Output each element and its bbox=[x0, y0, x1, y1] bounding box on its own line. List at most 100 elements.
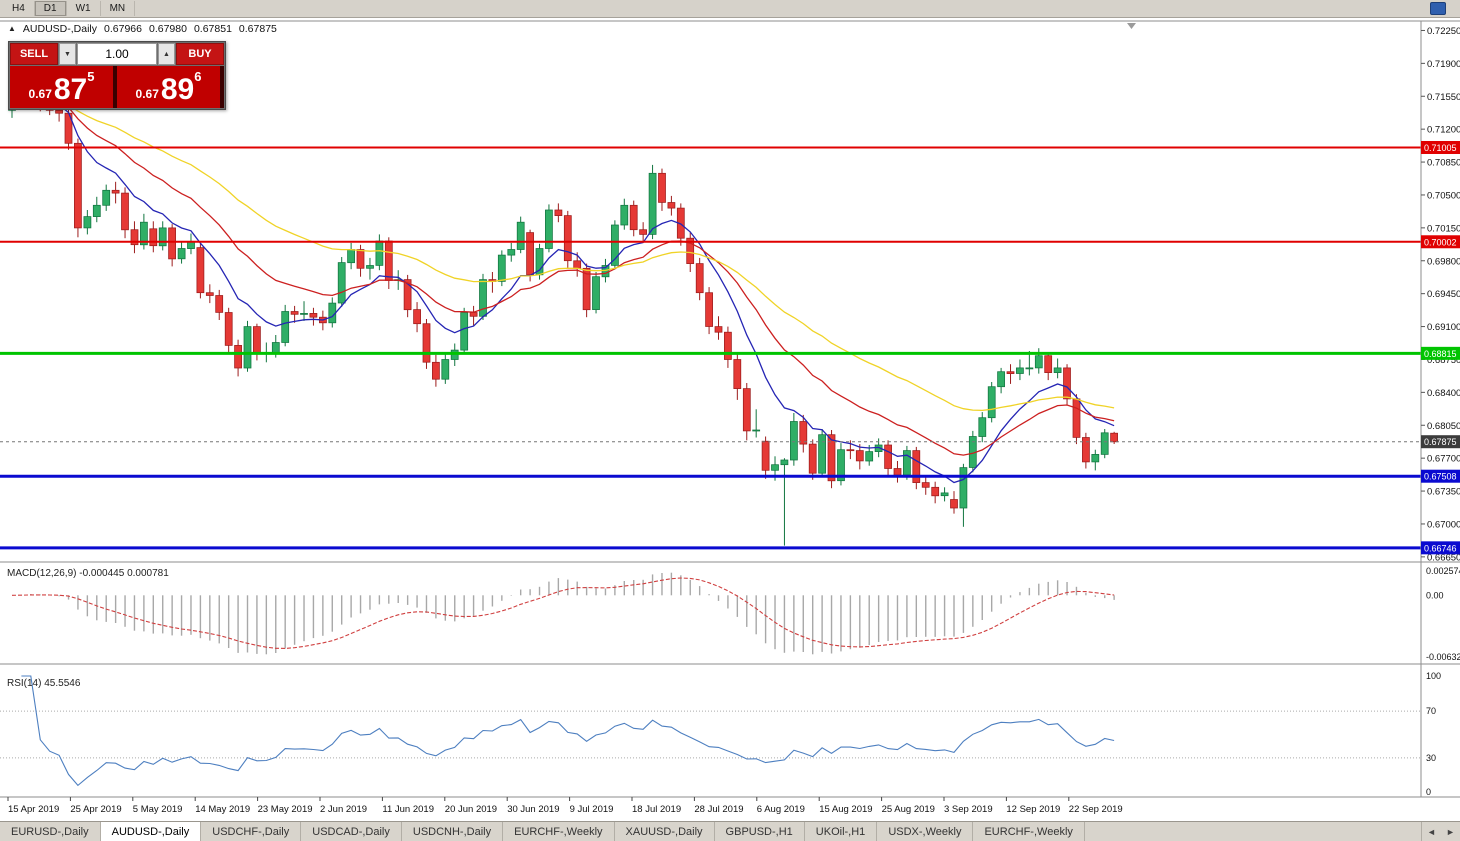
svg-text:28 Jul 2019: 28 Jul 2019 bbox=[694, 804, 743, 815]
svg-text:15 Apr 2019: 15 Apr 2019 bbox=[8, 804, 59, 815]
sell-price-big: 87 bbox=[53, 73, 88, 106]
tab-usdchf-daily[interactable]: USDCHF-,Daily bbox=[201, 822, 302, 841]
sell-button[interactable]: SELL bbox=[10, 43, 58, 65]
svg-text:0.69450: 0.69450 bbox=[1427, 289, 1460, 300]
timeframe-d1-button[interactable]: D1 bbox=[34, 1, 67, 16]
price-axis: 0.72250 0.71900 0.71550 0.71200 0.70850 0.705… bbox=[1421, 26, 1460, 563]
svg-text:0.68815: 0.68815 bbox=[1424, 349, 1457, 359]
sell-price-prefix: 0.67 bbox=[28, 87, 52, 101]
ohlc-close: 0.67875 bbox=[238, 23, 277, 35]
mid-ma-line bbox=[11, 100, 1115, 456]
chart-tab-bar: EURUSD-,Daily AUDUSD-,Daily USDCHF-,Daily U… bbox=[0, 821, 1460, 841]
svg-text:-0.006326: -0.006326 bbox=[1426, 652, 1460, 662]
svg-text:0.67875: 0.67875 bbox=[1424, 437, 1457, 447]
timeframe-mn-button[interactable]: MN bbox=[101, 1, 136, 16]
sell-price-display[interactable]: 0.67 87 5 bbox=[10, 66, 113, 108]
tabs-scroll-left-icon[interactable]: ◄ bbox=[1427, 827, 1436, 837]
volume-dropdown-button[interactable]: ▼ bbox=[59, 43, 76, 65]
tab-audusd-daily[interactable]: AUDUSD-,Daily bbox=[100, 822, 202, 841]
tab-eurchf-weekly[interactable]: EURCHF-,Weekly bbox=[503, 822, 615, 841]
tab-ukoil-h1[interactable]: UKOil-,H1 bbox=[805, 822, 878, 841]
svg-text:0.00: 0.00 bbox=[1426, 590, 1444, 600]
ohlc-high: 0.67980 bbox=[148, 23, 187, 35]
svg-text:6 Aug 2019: 6 Aug 2019 bbox=[757, 804, 805, 815]
buy-price-big: 89 bbox=[160, 73, 195, 106]
sell-price-pipette: 5 bbox=[87, 69, 95, 84]
svg-text:0.67700: 0.67700 bbox=[1427, 454, 1460, 465]
svg-text:0.68400: 0.68400 bbox=[1427, 388, 1460, 399]
svg-text:18 Jul 2019: 18 Jul 2019 bbox=[632, 804, 681, 815]
svg-text:11 Jun 2019: 11 Jun 2019 bbox=[382, 804, 434, 815]
svg-text:0.70500: 0.70500 bbox=[1427, 190, 1460, 201]
window-icon[interactable] bbox=[1430, 2, 1446, 15]
tab-scroll-controls: ◄ ► bbox=[1421, 822, 1460, 841]
svg-text:2 Jun 2019: 2 Jun 2019 bbox=[320, 804, 367, 815]
svg-text:100: 100 bbox=[1426, 671, 1441, 681]
tab-list: EURUSD-,Daily AUDUSD-,Daily USDCHF-,Daily U… bbox=[0, 822, 1421, 841]
svg-text:0: 0 bbox=[1426, 787, 1431, 797]
macd-pane bbox=[11, 572, 1115, 655]
svg-text:0.67350: 0.67350 bbox=[1427, 487, 1460, 498]
svg-text:14 May 2019: 14 May 2019 bbox=[195, 804, 250, 815]
volume-input[interactable] bbox=[77, 43, 157, 65]
moving-averages bbox=[11, 99, 1115, 484]
macd-header: MACD(12,26,9) -0.000445 0.000781 bbox=[7, 568, 169, 579]
tab-xauusd-daily[interactable]: XAUUSD-,Daily bbox=[615, 822, 715, 841]
svg-text:0.68750: 0.68750 bbox=[1427, 355, 1460, 366]
svg-text:0.68050: 0.68050 bbox=[1427, 421, 1460, 432]
tab-eurchf-weekly[interactable]: EURCHF-,Weekly bbox=[973, 822, 1085, 841]
timeframe-toolbar: H4 D1 W1 MN bbox=[0, 0, 1460, 18]
ohlc-symbol: AUDUSD-,Daily bbox=[22, 23, 98, 35]
svg-text:0.71005: 0.71005 bbox=[1424, 143, 1457, 153]
tab-usdcnh-daily[interactable]: USDCNH-,Daily bbox=[402, 822, 504, 841]
macd-signal-line bbox=[11, 577, 1115, 649]
chart-shift-marker-icon bbox=[1127, 23, 1136, 29]
svg-text:0.67000: 0.67000 bbox=[1427, 519, 1460, 530]
volume-up-button[interactable]: ▲ bbox=[158, 43, 175, 65]
tabs-scroll-right-icon[interactable]: ► bbox=[1446, 827, 1455, 837]
buy-price-display[interactable]: 0.67 89 6 bbox=[117, 66, 220, 108]
chart-markers bbox=[1127, 23, 1136, 29]
rsi-header: RSI(14) 45.5546 bbox=[7, 678, 81, 689]
trade-controls-row: SELL ▼ ▲ BUY bbox=[10, 43, 224, 65]
svg-text:0.70150: 0.70150 bbox=[1427, 223, 1460, 234]
svg-text:30 Jun 2019: 30 Jun 2019 bbox=[507, 804, 559, 815]
svg-text:0.002574: 0.002574 bbox=[1426, 566, 1460, 576]
ohlc-info: ▲ AUDUSD-,Daily 0.67966 0.67980 0.67851 … bbox=[8, 23, 277, 35]
horizontal-levels bbox=[0, 146, 1421, 550]
svg-text:3 Sep 2019: 3 Sep 2019 bbox=[944, 804, 993, 815]
trade-prices-row: 0.67 87 5 0.67 89 6 bbox=[10, 66, 224, 108]
pane-frames bbox=[0, 20, 1460, 798]
svg-text:23 May 2019: 23 May 2019 bbox=[258, 804, 313, 815]
tab-eurusd-daily[interactable]: EURUSD-,Daily bbox=[0, 822, 101, 841]
svg-text:0.71200: 0.71200 bbox=[1427, 125, 1460, 136]
tab-usdcad-daily[interactable]: USDCAD-,Daily bbox=[301, 822, 402, 841]
svg-text:0.69100: 0.69100 bbox=[1427, 322, 1460, 333]
timeframe-h4-button[interactable]: H4 bbox=[3, 1, 35, 16]
tab-usdx-weekly[interactable]: USDX-,Weekly bbox=[877, 822, 974, 841]
rsi-axis: 100 70 30 0 RSI(14) 45.5546 bbox=[7, 671, 1441, 797]
svg-text:22 Sep 2019: 22 Sep 2019 bbox=[1069, 804, 1123, 815]
tab-gbpusd-h1[interactable]: GBPUSD-,H1 bbox=[715, 822, 805, 841]
buy-button[interactable]: BUY bbox=[176, 43, 224, 65]
svg-text:30: 30 bbox=[1426, 753, 1436, 763]
svg-text:70: 70 bbox=[1426, 706, 1436, 716]
ohlc-low: 0.67851 bbox=[193, 23, 232, 35]
fast-ma-line bbox=[11, 99, 1115, 484]
date-axis: 15 Apr 2019 25 Apr 2019 5 May 2019 14 May 2… bbox=[7, 797, 1123, 815]
svg-text:9 Jul 2019: 9 Jul 2019 bbox=[570, 804, 614, 815]
slow-ma-line bbox=[11, 101, 1115, 412]
buy-price-prefix: 0.67 bbox=[135, 87, 159, 101]
svg-text:0.70850: 0.70850 bbox=[1427, 158, 1460, 169]
macd-axis: 0.002574 0.00 -0.006326 MACD(12,26,9) -0.00… bbox=[7, 566, 1460, 662]
timeframe-w1-button[interactable]: W1 bbox=[67, 1, 101, 16]
svg-text:12 Sep 2019: 12 Sep 2019 bbox=[1006, 804, 1060, 815]
rsi-line bbox=[21, 675, 1115, 787]
svg-text:15 Aug 2019: 15 Aug 2019 bbox=[819, 804, 872, 815]
ohlc-open: 0.67966 bbox=[104, 23, 142, 35]
svg-text:0.67508: 0.67508 bbox=[1424, 472, 1457, 482]
svg-text:0.69800: 0.69800 bbox=[1427, 256, 1460, 267]
svg-text:0.70002: 0.70002 bbox=[1424, 237, 1457, 247]
